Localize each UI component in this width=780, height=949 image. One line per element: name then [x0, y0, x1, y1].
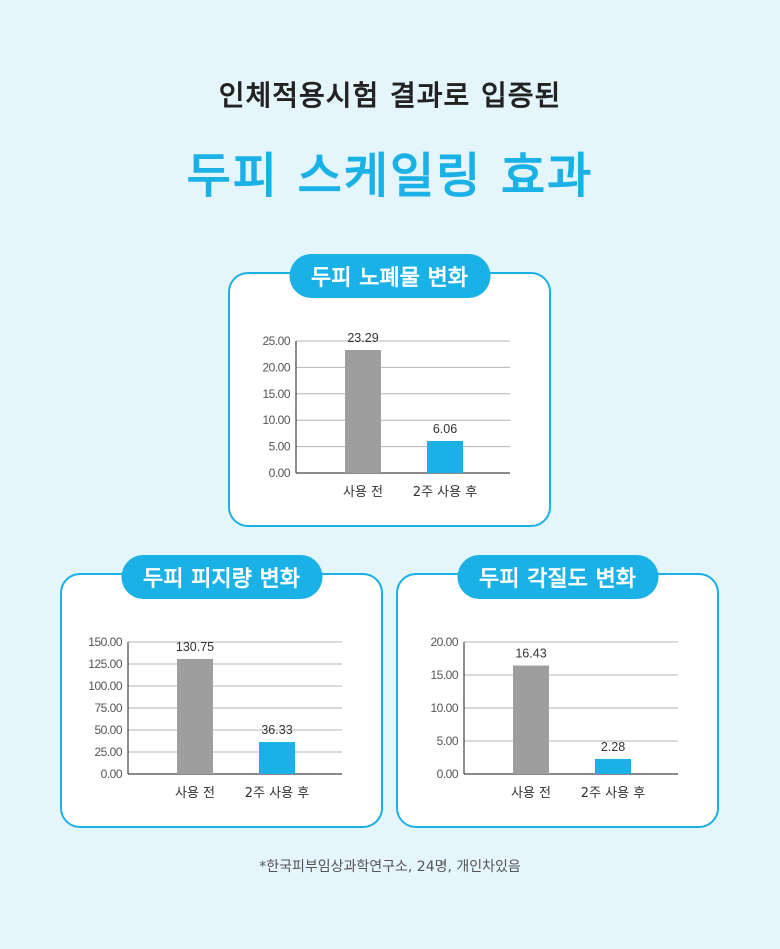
bar	[427, 441, 463, 473]
bar-value-label: 16.43	[515, 647, 546, 661]
chart-waste: 0.00 5.00 10.00 15.00 20.00 25.00 23.29 사용 전 6.0…	[262, 331, 510, 500]
y-tick-label: 5.00	[269, 440, 291, 454]
page-title: 두피 스케일링 효과	[186, 148, 594, 204]
chart-keratin: 0.00 5.00 10.00 15.00 20.00 16.43 사용 전 2.28 2주 사…	[430, 635, 678, 801]
bar	[177, 658, 213, 774]
bar-value-label: 2.28	[601, 740, 625, 754]
chart-sebum: 0.00 25.00 50.00 75.00 100.00 125.00 150.00 130…	[88, 635, 342, 801]
page-subtitle: 인체적용시험 결과로 입증된	[218, 79, 562, 112]
y-tick-label: 25.00	[94, 745, 122, 759]
category-label: 사용 전	[343, 485, 383, 500]
bar-value-label: 6.06	[433, 422, 457, 436]
y-tick-label: 5.00	[437, 734, 459, 748]
y-tick-label: 20.00	[262, 360, 290, 374]
category-label: 2주 사용 후	[581, 786, 645, 801]
chart-card-waste: 두피 노폐물 변화 0.00 5.00 10.00 15.00 20.00 25.00 23…	[228, 254, 551, 527]
y-tick-label: 75.00	[94, 701, 122, 715]
y-tick-label: 10.00	[430, 701, 458, 715]
chart-title-sebum: 두피 피지량 변화	[121, 555, 322, 599]
y-tick-label: 15.00	[430, 668, 458, 682]
y-tick-label: 0.00	[437, 767, 459, 781]
footnote: *한국피부임상과학연구소, 24명, 개인차있음	[259, 859, 521, 875]
bar	[259, 742, 295, 774]
y-tick-label: 0.00	[101, 767, 123, 781]
y-tick-label: 50.00	[94, 723, 122, 737]
bar-value-label: 130.75	[176, 640, 214, 654]
y-tick-label: 20.00	[430, 635, 458, 649]
y-tick-label: 100.00	[88, 679, 123, 693]
category-label: 사용 전	[511, 786, 551, 801]
category-label: 2주 사용 후	[413, 485, 477, 500]
category-label: 2주 사용 후	[245, 786, 309, 801]
bar-value-label: 23.29	[347, 331, 378, 345]
y-tick-label: 25.00	[262, 334, 290, 348]
y-tick-label: 0.00	[269, 466, 291, 480]
chart-title-waste: 두피 노폐물 변화	[289, 254, 490, 298]
y-tick-label: 10.00	[262, 413, 290, 427]
y-tick-label: 150.00	[88, 635, 123, 649]
bar	[345, 350, 381, 473]
bar	[513, 665, 549, 774]
chart-title-keratin: 두피 각질도 변화	[457, 555, 658, 599]
bar	[595, 758, 631, 774]
y-tick-label: 125.00	[88, 657, 123, 671]
bar-value-label: 36.33	[261, 723, 292, 737]
category-label: 사용 전	[175, 786, 215, 801]
chart-card-sebum: 두피 피지량 변화 0.00 25.00 50.00 75.00 100.00 125.0…	[60, 555, 383, 828]
chart-card-keratin: 두피 각질도 변화 0.00 5.00 10.00 15.00 20.00 16.43 사용…	[396, 555, 719, 828]
y-tick-label: 15.00	[262, 387, 290, 401]
